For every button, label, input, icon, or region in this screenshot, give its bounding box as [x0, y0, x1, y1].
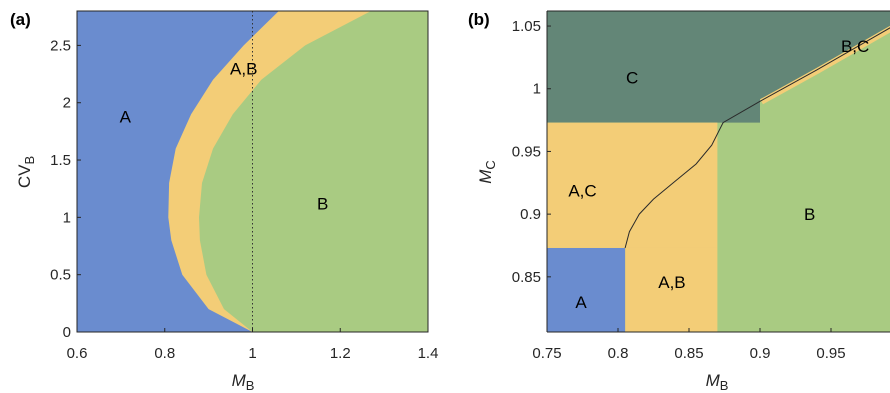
panel-a-label: (a)	[10, 10, 31, 29]
y-tick-label: 0	[63, 324, 71, 341]
x-tick-label: 0.75	[532, 345, 561, 362]
y-tick-label: 0.9	[520, 206, 541, 223]
y-tick-label: 2.5	[50, 37, 71, 54]
x-tick-label: 0.85	[674, 345, 703, 362]
y-tick-label: 1.05	[512, 18, 541, 35]
panel-a-y-label: CVB	[15, 156, 37, 188]
region-b-fill	[199, 11, 428, 332]
y-tick-label: 1	[63, 209, 71, 226]
y-tick-label: 0.95	[512, 143, 541, 160]
region-a-fill	[547, 247, 626, 332]
y-tick-label: 1.5	[50, 152, 71, 169]
x-tick-label: 0.8	[608, 345, 629, 362]
region-label-bc: B,C	[841, 37, 869, 56]
region-label-b: B	[804, 205, 815, 224]
panel-b-x-label: MB	[706, 371, 729, 393]
x-tick-label: 1.2	[330, 345, 351, 362]
region-label-b: B	[317, 195, 328, 214]
y-tick-label: 0.5	[50, 267, 71, 284]
boundary-curve	[624, 27, 890, 249]
panel-b-y-label: MC	[476, 160, 498, 184]
region-label-ab: A,B	[230, 59, 257, 78]
x-tick-label: 1	[248, 345, 256, 362]
x-tick-label: 0.8	[154, 345, 175, 362]
panel-b-x-ticks: 0.75 0.8 0.85 0.9 0.95	[532, 328, 846, 362]
panel-b: 0.75 0.8 0.85 0.9 0.95 0.85 0.9 0.95 1 1.05 A A,…	[468, 10, 890, 393]
x-tick-label: 0.9	[750, 345, 771, 362]
region-label-ac: A,C	[568, 181, 596, 200]
y-tick-label: 0.85	[512, 269, 541, 286]
region-label-c: C	[626, 68, 638, 87]
region-c-fill	[547, 11, 890, 123]
panel-b-y-ticks: 0.85 0.9 0.95 1 1.05	[512, 18, 551, 286]
x-tick-label: 1.4	[418, 345, 439, 362]
region-label-ab: A,B	[658, 273, 685, 292]
panel-b-label: (b)	[468, 10, 490, 29]
panel-a: 0.6 0.8 1 1.2 1.4 0 0.5 1 1.5 2 2.5 A A,B B (a) M…	[10, 10, 439, 393]
panel-a-y-ticks: 0 0.5 1 1.5 2 2.5	[50, 37, 81, 341]
y-tick-label: 2	[63, 95, 71, 112]
panel-a-x-label: MB	[232, 371, 255, 393]
x-tick-label: 0.95	[816, 345, 845, 362]
y-tick-label: 1	[533, 81, 541, 98]
region-ab-fill	[625, 247, 718, 332]
region-label-a: A	[575, 293, 587, 312]
x-tick-label: 0.6	[67, 345, 88, 362]
panel-a-x-ticks: 0.6 0.8 1 1.2 1.4	[67, 328, 439, 362]
region-label-a: A	[120, 107, 132, 126]
